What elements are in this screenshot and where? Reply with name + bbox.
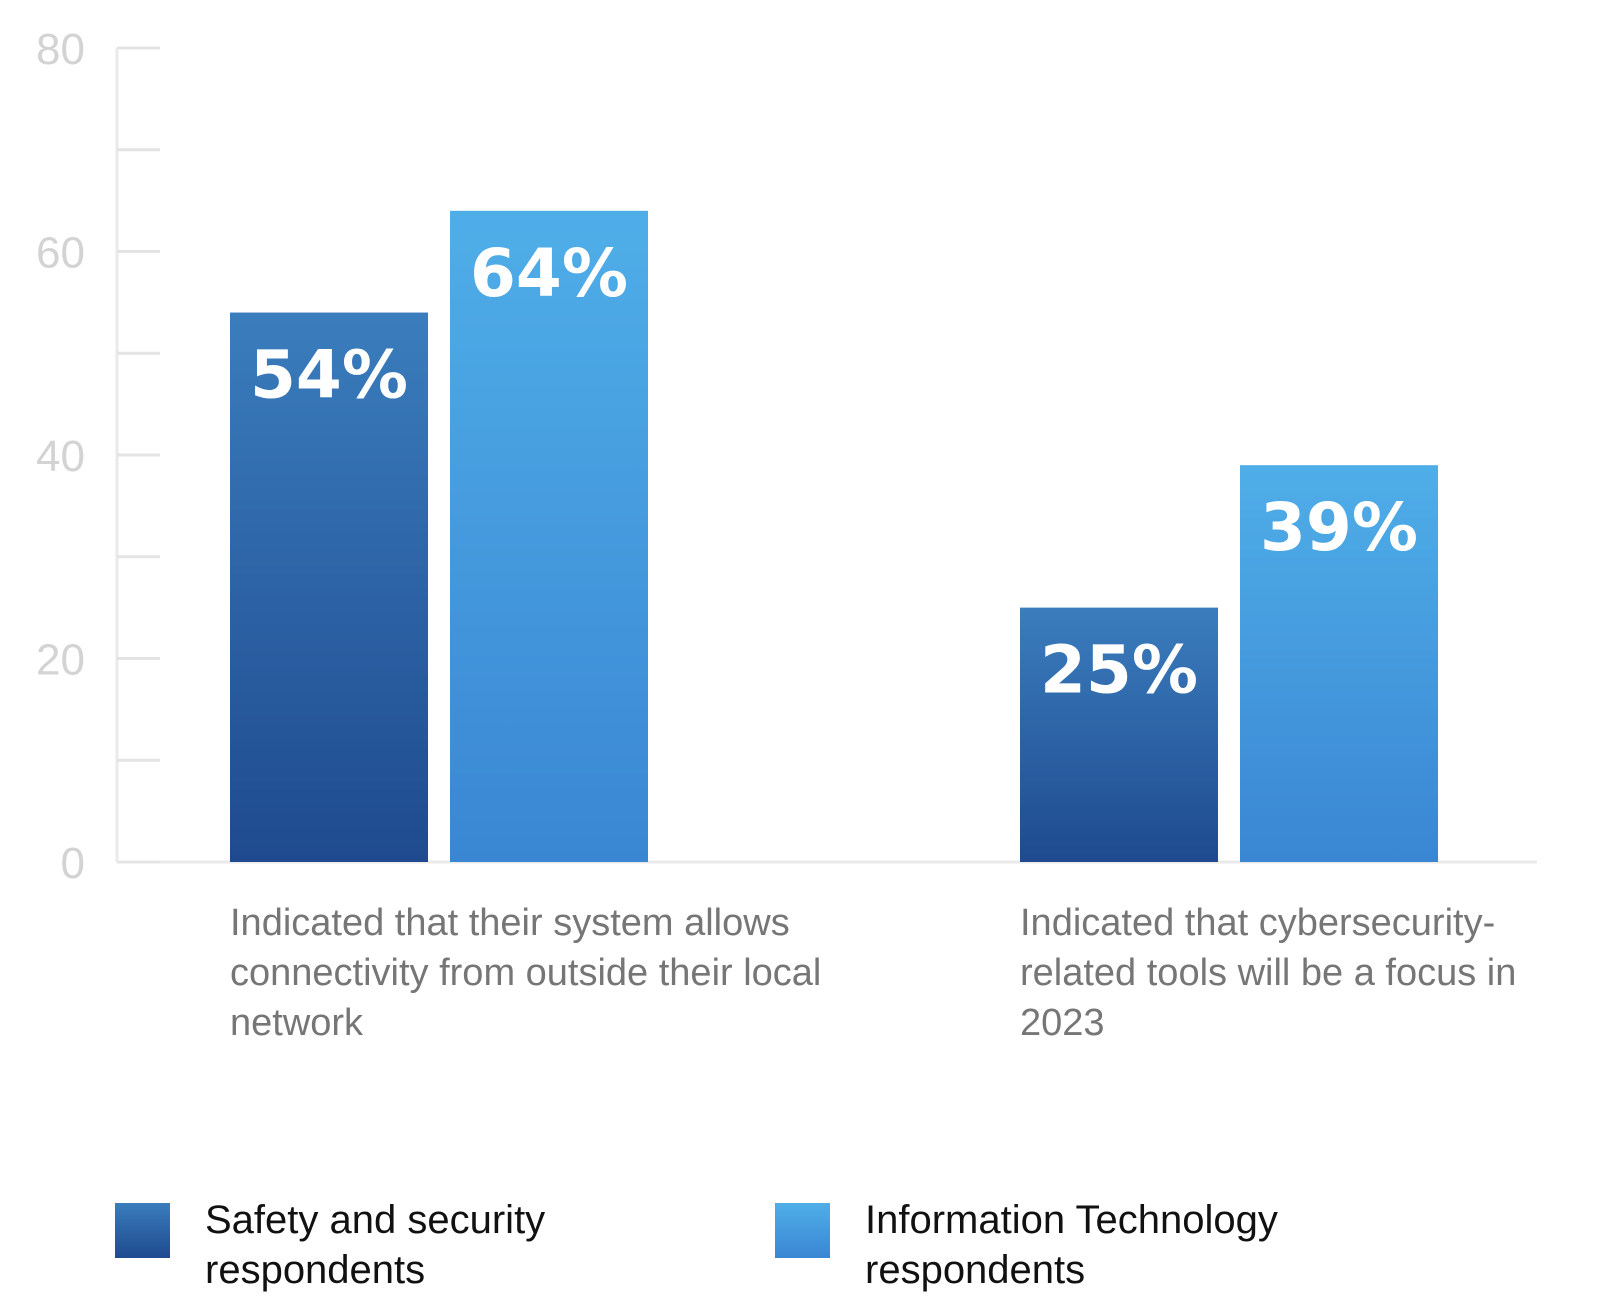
category-label-cybersecurity-tools: Indicated that cybersecurity-related too…: [1020, 902, 1517, 1044]
bar-it-2: [1240, 465, 1438, 862]
y-tick-label: 0: [61, 839, 85, 888]
legend-swatch-it: [775, 1203, 830, 1258]
legend-item-safety: Safety and security respondents: [115, 1195, 665, 1295]
y-tick-label: 60: [36, 229, 85, 278]
bar-value-label: 25%: [1040, 632, 1198, 709]
y-tick-label: 40: [36, 432, 85, 481]
bar-safety-2: [1020, 607, 1218, 862]
legend-label-safety: Safety and security respondents: [205, 1198, 546, 1292]
legend-item-it: Information Technology respondents: [775, 1195, 1325, 1295]
y-tick-label: 80: [36, 25, 85, 74]
category-label-connectivity: Indicated that their system allows conne…: [230, 902, 822, 1044]
bar-value-label: 64%: [470, 235, 628, 312]
bar-value-label: 54%: [250, 337, 408, 414]
bars: [230, 210, 1438, 863]
bar-value-label: 39%: [1260, 489, 1418, 566]
bar-labels: 54% 64% 25% 39%: [250, 235, 1418, 709]
legend-label-it: Information Technology respondents: [865, 1198, 1278, 1292]
bar-safety-1: [230, 312, 428, 862]
y-tick-label: 20: [36, 636, 85, 685]
legend-swatch-safety: [115, 1203, 170, 1258]
bar-it-1: [450, 210, 648, 863]
